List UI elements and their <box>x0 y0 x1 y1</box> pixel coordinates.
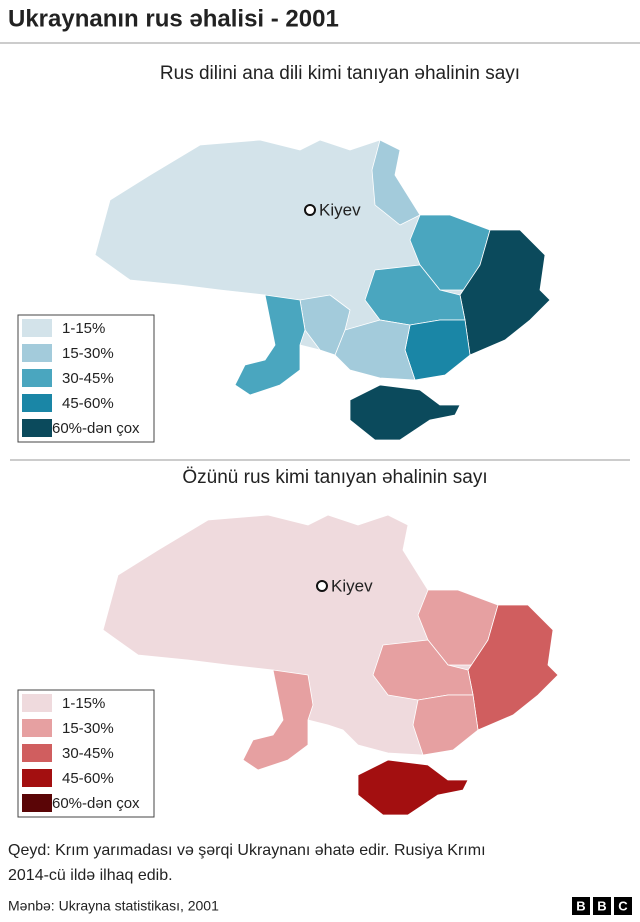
region <box>459 229 551 356</box>
legend-swatch <box>22 319 52 337</box>
legend-label: 15-30% <box>62 345 114 362</box>
note-line: 2014-cü ildə ilhaq edib. <box>8 867 173 884</box>
legend: 1-15% 15-30% 30-45% 45-60% 60%-dən çox <box>17 689 155 818</box>
region <box>334 319 416 381</box>
legend-swatch <box>22 394 52 412</box>
legend-label: 30-45% <box>62 370 114 387</box>
legend-label: 45-60% <box>62 770 114 787</box>
title: Ukraynanın rus əhalisi - 2001 <box>8 5 339 32</box>
legend-label: 60%-dən çox <box>52 795 140 812</box>
map-subtitle: Rus dilini ana dili kimi tanıyan əhalini… <box>160 63 520 84</box>
legend-swatch <box>22 769 52 787</box>
region <box>349 384 461 441</box>
legend-label: 1-15% <box>62 320 105 337</box>
legend-swatch <box>22 719 52 737</box>
city-marker <box>316 580 328 592</box>
legend-label: 30-45% <box>62 745 114 762</box>
legend-swatch <box>22 744 52 762</box>
legend-label: 1-15% <box>62 695 105 712</box>
logo-letter: C <box>618 898 628 913</box>
logo-block <box>572 897 590 915</box>
legend-swatch <box>22 344 52 362</box>
logo-block <box>593 897 611 915</box>
region <box>404 319 471 381</box>
region <box>242 669 314 771</box>
region <box>357 759 469 816</box>
map: Kiyev <box>94 139 551 441</box>
city-marker <box>304 204 316 216</box>
region <box>412 694 479 756</box>
legend-swatch <box>22 419 52 437</box>
city-label: Kiyev <box>331 576 373 595</box>
legend-swatch <box>22 694 52 712</box>
logo-letter: B <box>576 898 585 913</box>
legend: 1-15% 15-30% 30-45% 45-60% 60%-dən çox <box>17 314 155 443</box>
map: Kiyev <box>102 514 559 816</box>
source: Mənbə: Ukrayna statistikası, 2001 <box>8 898 219 914</box>
legend-swatch <box>22 369 52 387</box>
legend-label: 15-30% <box>62 720 114 737</box>
map-subtitle: Özünü rus kimi tanıyan əhalinin sayı <box>182 467 487 488</box>
region <box>234 294 306 396</box>
logo-block <box>614 897 632 915</box>
legend-swatch <box>22 794 52 812</box>
region <box>299 294 351 356</box>
legend-label: 45-60% <box>62 395 114 412</box>
legend-label: 60%-dən çox <box>52 420 140 437</box>
region <box>467 604 559 731</box>
city-label: Kiyev <box>319 200 361 219</box>
logo-letter: B <box>597 898 606 913</box>
note-line: Qeyd: Krım yarımadası və şərqi Ukraynanı… <box>8 842 486 859</box>
region <box>371 139 421 226</box>
